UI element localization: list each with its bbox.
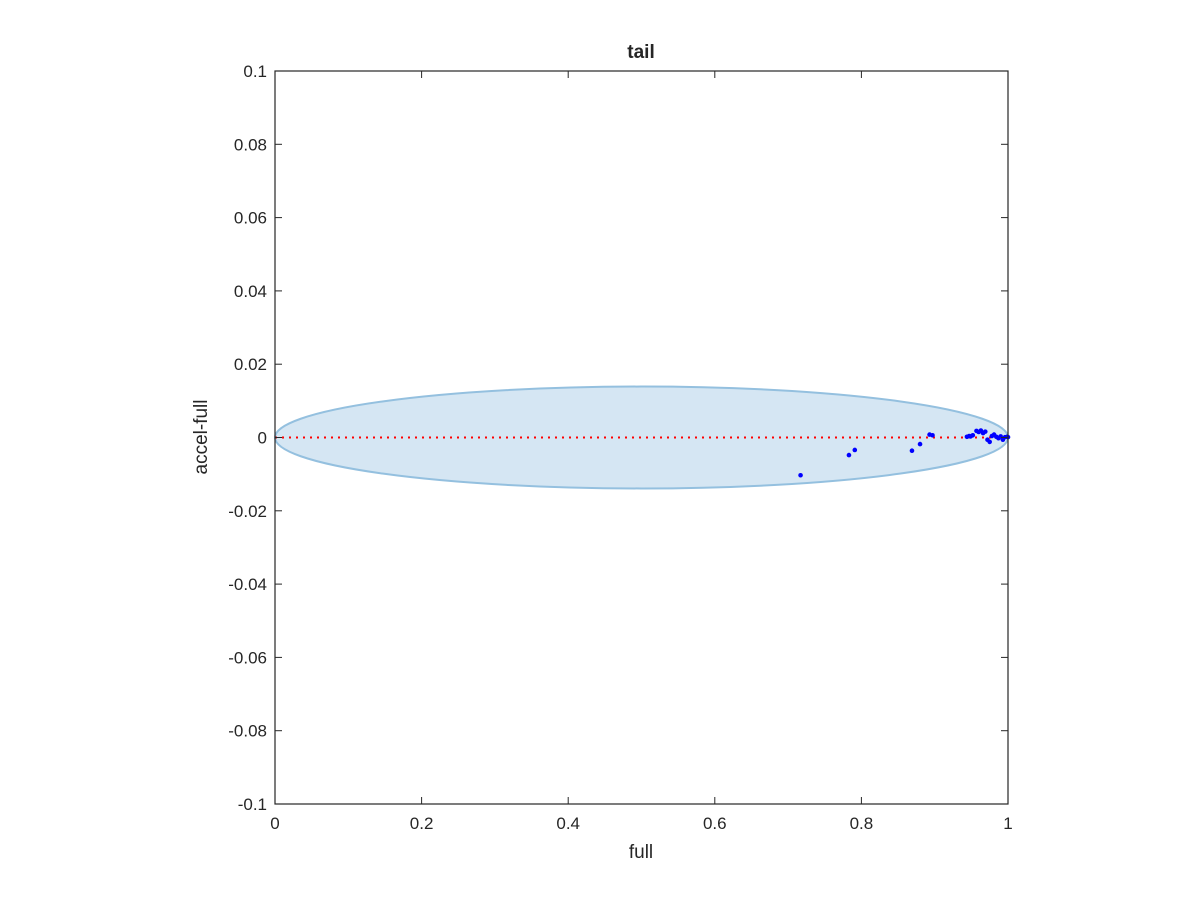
y-tick-label: 0.08 [234,135,267,154]
chart-title: tail [627,42,654,63]
data-point [930,433,935,438]
y-axis-label: accel-full [191,400,212,475]
data-point [982,429,988,434]
x-tick-label: 0.8 [850,814,874,833]
plot-area: 0 0.2 0.4 0.6 0.8 1 0.1 0.08 0.06 0.04 0.02 0 -0.02 -… [228,62,1012,833]
x-tick-label: 0 [270,814,279,833]
y-tick-label: 0.04 [234,282,267,301]
y-tick-label: 0.1 [243,62,267,81]
y-tick-label: 0.02 [234,355,267,374]
data-point [852,447,858,453]
data-point [909,448,915,453]
x-tick-label: 0.6 [703,814,727,833]
x-tick-label: 0.4 [556,814,580,833]
data-point [917,441,923,447]
x-axis-label: full [629,842,653,863]
y-tick-label: 0 [258,429,267,448]
x-tick-label: 1 [1003,814,1012,833]
y-tick-label: -0.1 [238,795,267,814]
y-tick-label: -0.04 [228,575,267,594]
y-tick-label: 0.06 [234,209,267,228]
data-point [970,433,976,438]
data-point [846,452,852,458]
data-point [798,472,803,478]
data-point [987,439,992,445]
y-tick-label: -0.02 [228,502,267,521]
y-tick-label: -0.08 [228,722,267,741]
y-tick-label: -0.06 [228,648,267,667]
x-tick-label: 0.2 [410,814,434,833]
